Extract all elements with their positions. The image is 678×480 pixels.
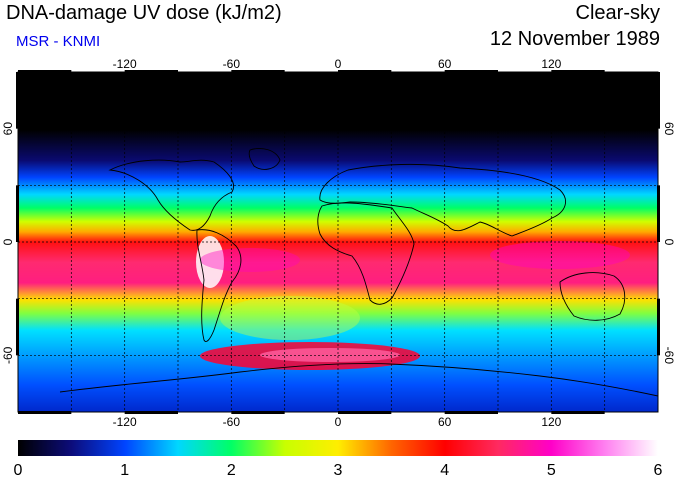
frame-tick [18,70,72,73]
map-title: DNA-damage UV dose (kJ/m2) [6,2,282,24]
frame-tick [16,185,19,242]
lat-tick-label: 0 [662,239,676,246]
lon-tick-label: -120 [113,415,137,429]
colorbar-tick-label: 1 [120,462,129,479]
colorbar-tick-label: 2 [227,462,236,479]
colorbar-tick-label: 3 [334,462,343,479]
frame-tick [657,72,660,129]
frame-tick [124,411,178,414]
lat-tick-label: -60 [1,346,15,364]
lat-tick-label: 60 [1,122,15,136]
lon-tick-labels-top: -120 -60 0 60 120 [113,57,562,71]
lat-tick-label: 0 [1,238,15,245]
map-date: 12 November 1989 [489,28,660,50]
antarctica-coast [59,363,658,397]
lon-tick-label: -120 [113,57,137,71]
south-atlantic-patch [220,296,360,340]
lat-tick-labels-left: 60 0 -60 [1,122,15,364]
lat-tick-label: 60 [662,122,676,136]
lon-tick-labels-bottom: -120 -60 0 60 120 [113,415,562,429]
colorbar [18,440,658,456]
graticule [18,72,658,412]
frame-tick [444,411,498,414]
frame-tick [16,298,19,356]
lon-tick-label: 0 [335,57,342,71]
south-america-coast [196,229,242,342]
sky-condition: Clear-sky [575,2,660,24]
eurasia-coast [319,163,567,237]
frame-tick [657,298,660,356]
frame-tick [231,70,285,73]
pacific-magenta-patch [490,241,630,269]
frame-tick [18,411,72,414]
lon-tick-label: 120 [541,57,561,71]
north-america-coast [108,159,234,231]
colorbar-tick-label: 0 [14,462,23,479]
lon-tick-label: 60 [438,415,452,429]
south-america-magenta-patch [200,248,300,272]
colorbar-tick-label: 5 [547,462,556,479]
colorbar-tick-label: 4 [440,462,449,479]
frame-tick [124,70,178,73]
frame-tick [338,411,392,414]
map-source: MSR - KNMI [16,33,101,50]
lon-tick-label: -60 [223,415,241,429]
frame-tick [338,70,392,73]
frame-tick [231,411,285,414]
colorbar-tick-label: 6 [654,462,663,479]
frame-tick [16,72,19,129]
africa-coast [317,202,415,305]
frame-tick [657,185,660,242]
colorbar-labels: 0 1 2 3 4 5 6 [14,462,663,479]
lat-tick-labels-right: 60 0 -60 [662,122,676,364]
frame-tick [444,70,498,73]
frame-tick [551,70,605,73]
lon-tick-label: 60 [438,57,452,71]
australia-coast [559,272,626,321]
frame-ticks [16,70,660,414]
lon-tick-label: 120 [541,415,561,429]
frame-tick [551,411,605,414]
lon-tick-label: -60 [223,57,241,71]
coastlines [59,148,658,397]
greenland-coast [248,148,281,170]
lon-tick-label: 0 [335,415,342,429]
lat-tick-label: -60 [662,347,676,365]
